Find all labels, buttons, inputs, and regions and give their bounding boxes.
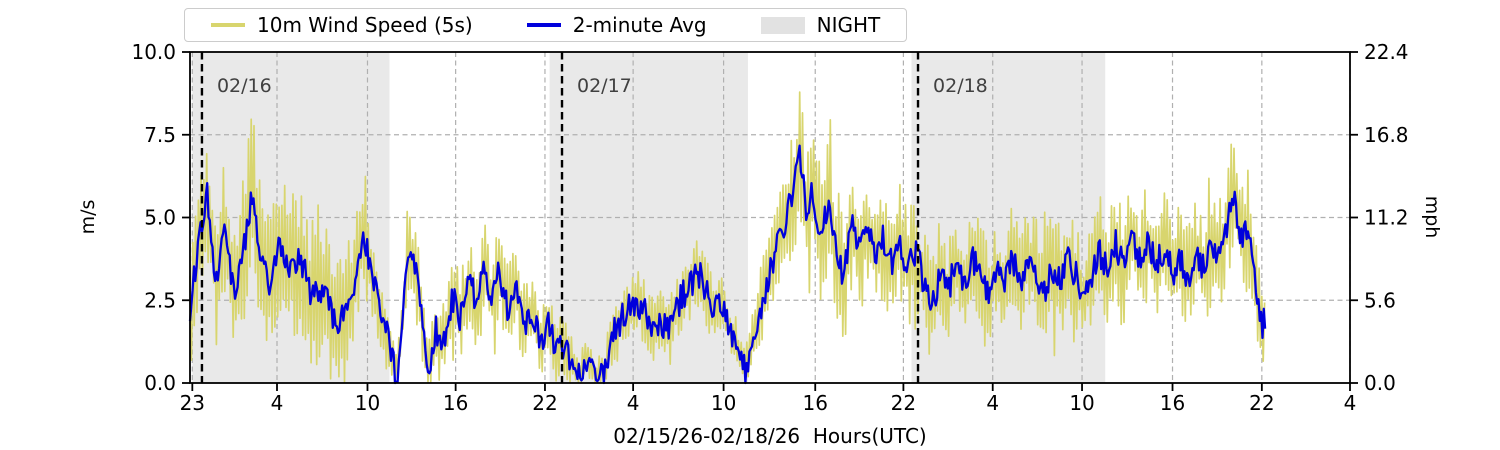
legend: 10m Wind Speed (5s) 2-minute Avg NIGHT xyxy=(184,8,908,42)
x-tick-label: 10 xyxy=(1069,391,1094,415)
y-tick-label-right: 0.0 xyxy=(1364,371,1396,395)
x-tick-label: 22 xyxy=(1249,391,1274,415)
y-tick-label-right: 22.4 xyxy=(1364,40,1409,64)
day-label-0216: 02/16 xyxy=(216,75,272,97)
series-2-minute-avg xyxy=(188,144,1267,385)
x-tick-label: 22 xyxy=(532,391,557,415)
x-tick-label: 16 xyxy=(803,391,828,415)
x-tick-label: 10 xyxy=(711,391,736,415)
y-tick-label-right: 16.8 xyxy=(1364,123,1409,147)
x-tick-label: 4 xyxy=(627,391,640,415)
y-tick-label-left: 7.5 xyxy=(144,123,176,147)
avg-line-swatch-icon xyxy=(526,23,561,27)
x-tick-label: 23 xyxy=(180,391,205,415)
night-patch-swatch-icon xyxy=(760,16,805,34)
x-tick-label: 16 xyxy=(1160,391,1185,415)
x-tick-label: 4 xyxy=(1344,391,1357,415)
y-tick-label-left: 5.0 xyxy=(144,206,176,230)
wind-5s-line-swatch-icon xyxy=(211,23,245,27)
x-tick-label: 22 xyxy=(891,391,916,415)
legend-item-night: NIGHT xyxy=(760,13,881,37)
x-tick-label: 16 xyxy=(443,391,468,415)
x-tick-label: 4 xyxy=(986,391,999,415)
legend-item-wind-5s: 10m Wind Speed (5s) xyxy=(211,13,473,37)
y-tick-label-left: 10.0 xyxy=(131,40,176,64)
legend-label-2min-avg: 2-minute Avg xyxy=(572,13,707,37)
y-tick-label-right: 5.6 xyxy=(1364,288,1396,312)
day-label-0217: 02/17 xyxy=(577,75,632,97)
x-axis-label: 02/15/26-02/18/26 Hours(UTC) xyxy=(613,424,927,448)
y-axis-label-right: mph xyxy=(1421,195,1443,239)
legend-label-night: NIGHT xyxy=(816,13,881,37)
legend-item-2min-avg: 2-minute Avg xyxy=(526,13,707,37)
x-tick-label: 10 xyxy=(355,391,380,415)
y-tick-label-left: 0.0 xyxy=(144,371,176,395)
y-axis-label-left: m/s xyxy=(77,199,99,235)
day-label-0218: 02/18 xyxy=(933,75,988,97)
y-tick-label-right: 11.2 xyxy=(1364,206,1409,230)
legend-label-wind-5s: 10m Wind Speed (5s) xyxy=(257,13,473,37)
x-tick-label: 4 xyxy=(271,391,284,415)
y-tick-label-left: 2.5 xyxy=(144,288,176,312)
